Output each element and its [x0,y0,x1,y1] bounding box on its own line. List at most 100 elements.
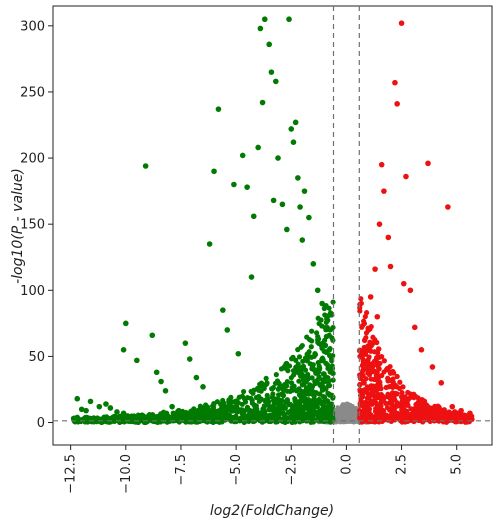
y-tick-label: 200 [20,152,45,167]
y-tick-label: 0 [37,416,45,431]
scatter-point [162,387,169,394]
down-point [240,407,246,413]
down-point [330,353,336,359]
scatter-point [407,287,414,294]
down-point [330,299,336,305]
scatter-point [325,382,332,389]
down-point [281,412,288,418]
scatter-point [365,327,372,333]
up-point [361,344,367,351]
down-point [304,402,310,408]
down-point [227,403,233,409]
up-point [362,350,368,357]
down-point [74,417,80,423]
up-point [389,390,396,396]
down-point [226,397,232,403]
up-point [454,411,460,417]
scatter-point [288,126,295,132]
scatter-point [235,350,242,357]
down-point [214,399,220,405]
down-point [233,398,239,404]
down-point [322,324,328,331]
scatter-point [142,163,149,169]
scatter-point [306,214,312,221]
down-point [248,395,254,401]
up-point [404,411,410,417]
scatter-point [74,395,81,402]
x-tick-label: 2.5 [395,454,410,475]
down-point [313,330,320,336]
scatter-point [425,160,431,167]
down-point [263,375,269,382]
scatter-point [275,155,281,161]
scatter-point [385,234,392,241]
down-point [316,367,322,373]
down-point [316,381,323,387]
scatter-point [193,374,200,381]
up-point [402,394,408,400]
down-point [250,414,256,420]
down-point [316,374,322,380]
down-point [263,397,269,403]
down-point [255,387,262,393]
up-point [421,403,427,409]
ns-point [338,408,343,413]
y-tick-label: 100 [20,284,45,299]
scatter-point [286,16,292,23]
scatter-point [107,405,114,411]
ns-point [347,415,352,420]
down-point [325,375,331,381]
scatter-point [149,332,156,339]
scatter-point [376,221,383,227]
down-point [171,412,177,418]
down-point [165,418,171,424]
scatter-point [268,69,275,75]
scatter-point [292,119,299,126]
down-point [309,406,315,412]
up-point [441,407,447,413]
up-point [368,383,374,389]
down-point [149,412,156,418]
up-point [370,334,376,340]
up-point [363,310,370,316]
down-point [288,408,294,414]
up-point [396,385,403,391]
down-point [111,413,117,419]
scatter-point [153,369,160,376]
scatter-point [378,161,385,168]
ns-point [348,402,353,407]
down-point [249,400,255,406]
down-point [270,415,277,421]
scatter-point [270,197,277,204]
up-point [391,370,397,376]
down-point [270,391,276,397]
scatter-point [250,213,257,220]
scatter-point [398,20,405,26]
down-point [248,388,254,395]
down-point [201,417,207,423]
up-point [387,363,393,370]
up-point [390,405,396,411]
down-point [291,383,297,389]
up-point [421,398,428,404]
scatter-point [361,380,367,386]
down-point [218,414,224,420]
scatter-point [297,204,303,210]
down-point [305,414,312,420]
down-point [287,401,293,407]
down-point [275,412,282,418]
scatter-point [323,333,330,340]
down-point [307,382,313,388]
down-point [308,344,314,350]
scatter-point [211,168,217,175]
down-point [241,396,248,402]
up-point [391,410,397,416]
up-point [381,358,387,364]
down-point [309,328,315,334]
down-point [210,411,216,417]
down-point [189,408,195,415]
scatter-point [319,300,325,307]
down-point [160,409,167,415]
down-point [321,394,328,400]
